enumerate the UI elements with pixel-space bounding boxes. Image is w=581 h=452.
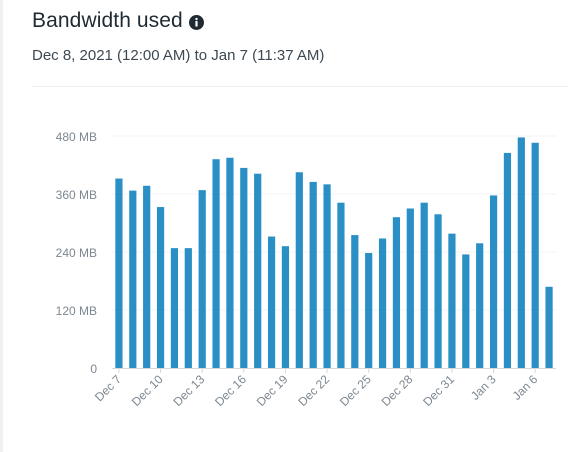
bar <box>462 254 470 368</box>
y-tick-label: 120 MB <box>56 304 97 318</box>
bar <box>476 243 484 368</box>
y-tick-label: 240 MB <box>56 246 97 260</box>
y-tick-label: 360 MB <box>56 188 97 202</box>
x-tick-label: Jan 3 <box>468 372 499 403</box>
bar <box>156 207 165 368</box>
card-header: Bandwidth used <box>32 9 204 33</box>
bar <box>434 214 442 368</box>
x-tick-label: Dec 13 <box>171 372 208 409</box>
bar <box>129 190 137 368</box>
x-tick-label: Dec 7 <box>92 372 124 404</box>
y-tick-label: 0 <box>90 362 97 376</box>
date-range: Dec 8, 2021 (12:00 AM) to Jan 7 (11:37 A… <box>32 47 325 64</box>
bar <box>212 159 220 368</box>
bar <box>281 246 290 368</box>
bar <box>143 185 151 368</box>
bar <box>240 167 248 368</box>
bar <box>170 248 179 368</box>
bar <box>295 172 303 368</box>
chart-title: Bandwidth used <box>32 9 183 32</box>
info-circle-icon[interactable] <box>188 15 204 30</box>
bar <box>378 238 387 368</box>
x-tick-label: Dec 16 <box>212 372 249 409</box>
x-tick-label: Dec 31 <box>420 372 457 409</box>
bar <box>545 286 553 368</box>
bar <box>115 178 123 368</box>
x-tick-label: Dec 22 <box>295 372 332 409</box>
info-circle-icon-graphic <box>188 15 204 30</box>
bar <box>337 202 345 368</box>
bar <box>406 208 414 368</box>
bar <box>531 142 539 368</box>
bar <box>420 202 428 368</box>
x-tick-label: Jan 6 <box>510 372 541 403</box>
card-left-border <box>0 0 3 452</box>
bar <box>254 173 262 368</box>
x-tick-label: Dec 10 <box>129 372 166 409</box>
bar <box>184 248 192 368</box>
x-tick-label: Dec 19 <box>254 372 291 409</box>
bar <box>503 152 512 368</box>
bar <box>226 157 234 368</box>
bar <box>517 137 525 368</box>
bar <box>309 181 317 368</box>
bar <box>489 195 498 368</box>
header-divider <box>32 86 568 87</box>
bar <box>392 217 401 368</box>
bar <box>351 235 359 368</box>
bar <box>198 190 206 368</box>
bar <box>323 184 331 368</box>
y-tick-label: 480 MB <box>56 130 97 144</box>
bar <box>365 252 373 368</box>
bar <box>267 236 276 368</box>
x-tick-label: Dec 28 <box>379 372 416 409</box>
bar <box>448 233 456 368</box>
x-tick-label: Dec 25 <box>337 372 374 409</box>
